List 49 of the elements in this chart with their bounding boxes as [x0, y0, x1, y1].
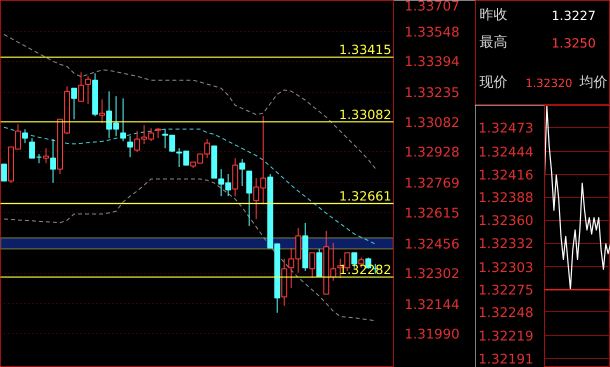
y-tick-label: 1.33235 — [404, 86, 460, 102]
y-tick-label: 1.33707 — [404, 0, 460, 14]
candlestick — [239, 158, 246, 187]
candlestick — [78, 72, 84, 102]
ref-line-label: 1.33082 — [339, 106, 392, 122]
text: 现价 — [480, 74, 508, 90]
text: 1.32320 — [526, 76, 572, 90]
ref-line-label: 1.33415 — [339, 42, 392, 58]
y-tick-label: 1.32144 — [404, 298, 460, 313]
y-tick-label: 1.32769 — [404, 176, 460, 192]
y-tick-label: 1.32303 — [478, 260, 534, 276]
y-tick-label: 1.32928 — [404, 146, 460, 161]
candlestick — [22, 128, 28, 144]
y-tick-label: 1.32332 — [478, 237, 534, 252]
y-tick-label: 1.32456 — [404, 237, 460, 252]
text: 昨收 — [480, 7, 508, 24]
y-tick-label: 1.32615 — [404, 206, 460, 222]
y-tick-label: 1.32444 — [478, 145, 534, 160]
candlestick — [71, 88, 78, 120]
y-tick-label: 1.33548 — [404, 25, 460, 40]
candlestick — [85, 76, 92, 105]
candlestick — [127, 136, 134, 158]
y-tick-label: 1.33082 — [404, 116, 460, 131]
y-tick-label: 1.32302 — [404, 267, 460, 282]
candlestick — [120, 98, 126, 142]
y-tick-label: 1.32248 — [478, 306, 534, 321]
y-tick-label: 1.31990 — [404, 328, 460, 343]
text: 1.3250 — [552, 36, 596, 50]
y-tick-label: 1.32388 — [478, 191, 534, 206]
y-tick-label: 1.33394 — [404, 55, 460, 70]
candlestick — [43, 148, 49, 164]
candlestick — [1, 164, 7, 182]
ref-line-label: 1.32661 — [339, 188, 392, 204]
y-tick-label: 1.32416 — [478, 168, 534, 184]
candlestick — [309, 252, 316, 278]
candlestick — [50, 138, 56, 184]
y-tick-label: 1.32473 — [478, 122, 534, 137]
y-tick-label: 1.32275 — [478, 284, 534, 299]
y-tick-label: 1.32219 — [478, 330, 534, 345]
text: 均价 — [578, 74, 608, 90]
text: 1.3227 — [552, 8, 596, 24]
candlestick — [155, 128, 162, 139]
line-series — [544, 106, 610, 290]
y-tick-label: 1.32360 — [478, 214, 534, 230]
candlestick — [99, 98, 106, 124]
y-tick-label: 1.32191 — [478, 352, 534, 367]
text: 最高 — [480, 34, 508, 50]
candlestick — [246, 170, 252, 227]
candlestick — [232, 158, 238, 197]
